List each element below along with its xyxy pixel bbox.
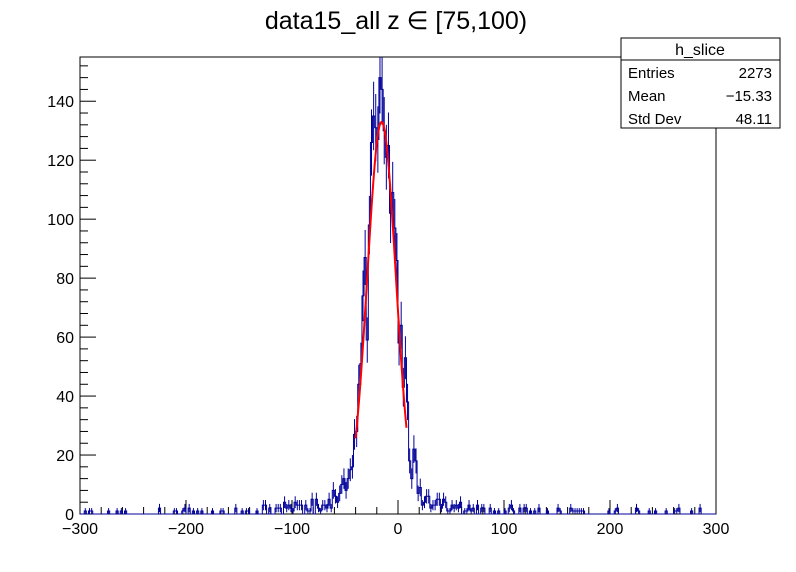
stats-stddev-value: 48.11 [736,111,772,128]
gaussian-fit-curve [354,120,408,439]
stats-box-title: h_slice [675,42,725,59]
stats-entries-value: 2273 [739,65,772,82]
x-axis: −300 −200 −100 0 100 200 300 [62,500,729,538]
x-tick-label: 200 [597,521,624,538]
y-tick-label: 80 [56,271,74,288]
y-tick-label: 60 [56,330,74,347]
stats-box: h_slice Entries 2273 Mean −15.33 Std Dev… [620,37,781,129]
y-tick-label: 100 [47,212,74,229]
stats-mean-label: Mean [628,88,666,105]
stats-mean-value: −15.33 [726,88,772,105]
chart-title: data15_all z ∈ [75,100) [265,7,527,35]
stats-stddev-label: Std Dev [628,111,682,128]
x-tick-label: 100 [491,521,518,538]
stats-box-frame [620,37,781,129]
histogram-outline [80,77,716,515]
y-tick-label: 20 [56,448,74,465]
fit-layer [354,120,408,439]
y-tick-label: 40 [56,389,74,406]
x-tick-label: −300 [62,521,98,538]
y-axis: 0 20 40 60 80 100 120 140 [47,65,96,524]
y-tick-label: 0 [65,507,74,524]
y-tick-label: 140 [47,94,74,111]
x-tick-label: −200 [168,521,204,538]
x-tick-label: 0 [394,521,403,538]
x-tick-label: 300 [703,521,730,538]
x-tick-label: −100 [274,521,310,538]
y-tick-label: 120 [47,153,74,170]
stats-entries-label: Entries [628,65,675,82]
